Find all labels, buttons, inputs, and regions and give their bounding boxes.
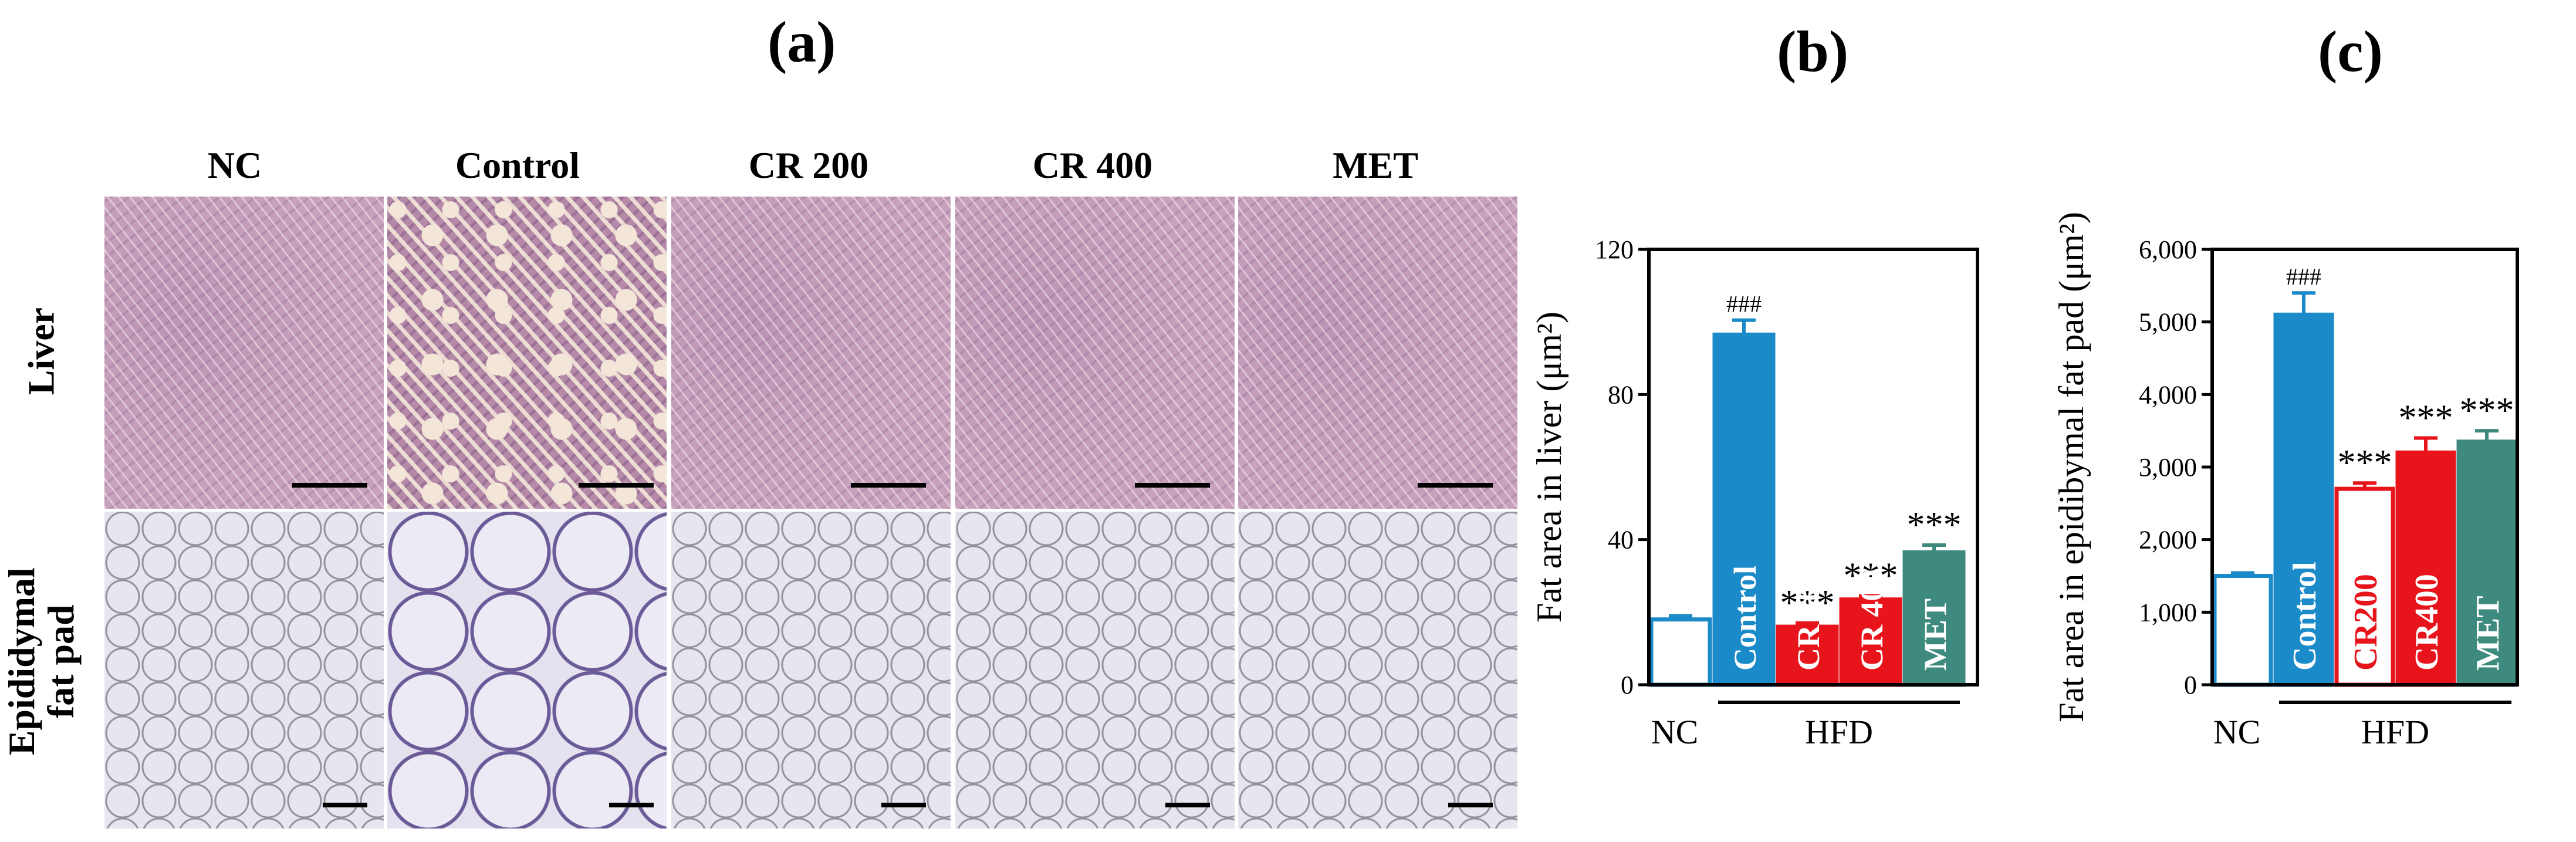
row-label-fat-line2: fat pad xyxy=(40,604,82,719)
significance-label: *** xyxy=(1844,556,1898,596)
fat-pad-image-cr400 xyxy=(955,512,1235,829)
scale-bar xyxy=(881,803,926,807)
y-tick-label: 40 xyxy=(1608,526,1634,554)
y-tick-label: 80 xyxy=(1608,380,1634,409)
significance-label: ### xyxy=(2286,263,2321,290)
significance-label: *** xyxy=(2399,398,2453,438)
fat-pad-image-cr200 xyxy=(671,512,951,829)
column-label-cr400: CR 400 xyxy=(1032,144,1153,186)
bar-label: CR200 xyxy=(2348,574,2384,671)
liver-image-cr200 xyxy=(671,197,951,509)
y-tick-label: 1,000 xyxy=(2139,598,2197,627)
chart-epididymal-fat-area: Fat area in epidibymal fat pad (μm²) 0 1,0… xyxy=(2052,212,2519,751)
liver-image-cr400 xyxy=(955,197,1235,509)
bar-label: CR 200 xyxy=(1791,570,1826,671)
panel-c-label: (c) xyxy=(2318,19,2383,84)
fat-pad-image-nc xyxy=(104,512,384,829)
panel-a-label: (a) xyxy=(768,9,836,75)
fat-pad-image-control xyxy=(387,512,667,829)
group-label-nc: NC xyxy=(2213,713,2261,751)
chart-liver-fat-area: Fat area in liver (μm²) 0 40 80 120 ### Contro… xyxy=(1530,235,1979,751)
liver-image-met xyxy=(1238,197,1517,509)
significance-label: ### xyxy=(1726,291,1762,317)
y-axis-label: Fat area in liver (μm²) xyxy=(1530,312,1568,623)
scale-bar xyxy=(1135,483,1210,488)
y-tick-label: 2,000 xyxy=(2139,526,2197,554)
liver-image-nc xyxy=(104,197,384,509)
bar-nc xyxy=(2212,574,2273,687)
scale-bar xyxy=(851,483,926,488)
y-tick-label: 120 xyxy=(1595,235,1634,264)
panel-b-label: (b) xyxy=(1777,19,1849,84)
significance-label: *** xyxy=(1780,583,1835,623)
column-label-met: MET xyxy=(1333,144,1418,186)
bar-met xyxy=(2456,439,2517,687)
significance-label: *** xyxy=(2338,443,2392,483)
bar-label: MET xyxy=(1918,598,1953,671)
column-label-cr200: CR 200 xyxy=(748,144,869,186)
bar-control xyxy=(2273,312,2334,687)
row-label-fat-line1: Epididymal xyxy=(0,567,42,756)
y-tick-label: 3,000 xyxy=(2139,453,2197,482)
scale-bar xyxy=(579,483,654,488)
bar-nc xyxy=(1649,617,1712,687)
row-label-liver: Liver xyxy=(20,263,62,439)
plot-frame xyxy=(1647,248,1979,687)
bar-label: CR400 xyxy=(2409,574,2445,671)
group-label-nc: NC xyxy=(1651,713,1699,751)
scale-bar xyxy=(609,803,654,807)
column-label-nc: NC xyxy=(207,144,262,186)
y-tick-label: 0 xyxy=(2184,671,2197,699)
scale-bar xyxy=(292,483,367,488)
significance-label: *** xyxy=(2460,391,2514,431)
significance-label: *** xyxy=(1907,505,1962,545)
plot-frame xyxy=(2210,248,2519,687)
scale-bar xyxy=(1165,803,1210,807)
y-tick-label: 6,000 xyxy=(2139,235,2197,264)
y-tick-label: 5,000 xyxy=(2139,308,2197,337)
row-label-liver-text: Liver xyxy=(20,307,62,395)
y-tick-label: 4,000 xyxy=(2139,380,2197,409)
scale-bar xyxy=(323,803,367,807)
y-tick-label: 0 xyxy=(1621,671,1634,699)
fat-pad-image-met xyxy=(1238,512,1517,829)
bar-label: CR 400 xyxy=(1854,570,1889,671)
group-label-hfd: HFD xyxy=(1805,713,1873,751)
bar-label: Control xyxy=(1728,566,1763,671)
y-axis-label: Fat area in epidibymal fat pad (μm²) xyxy=(2052,212,2091,722)
group-label-hfd: HFD xyxy=(2361,713,2429,751)
scale-bar xyxy=(1418,483,1493,488)
scale-bar xyxy=(1448,803,1493,807)
liver-image-control xyxy=(387,197,667,509)
row-label-epididymal-fat-pad: Epididymal fat pad xyxy=(0,538,82,784)
bar-label: MET xyxy=(2470,596,2506,671)
bar-cr400 xyxy=(1839,597,1902,687)
column-label-control: Control xyxy=(455,144,580,186)
bar-label: Control xyxy=(2287,562,2323,671)
